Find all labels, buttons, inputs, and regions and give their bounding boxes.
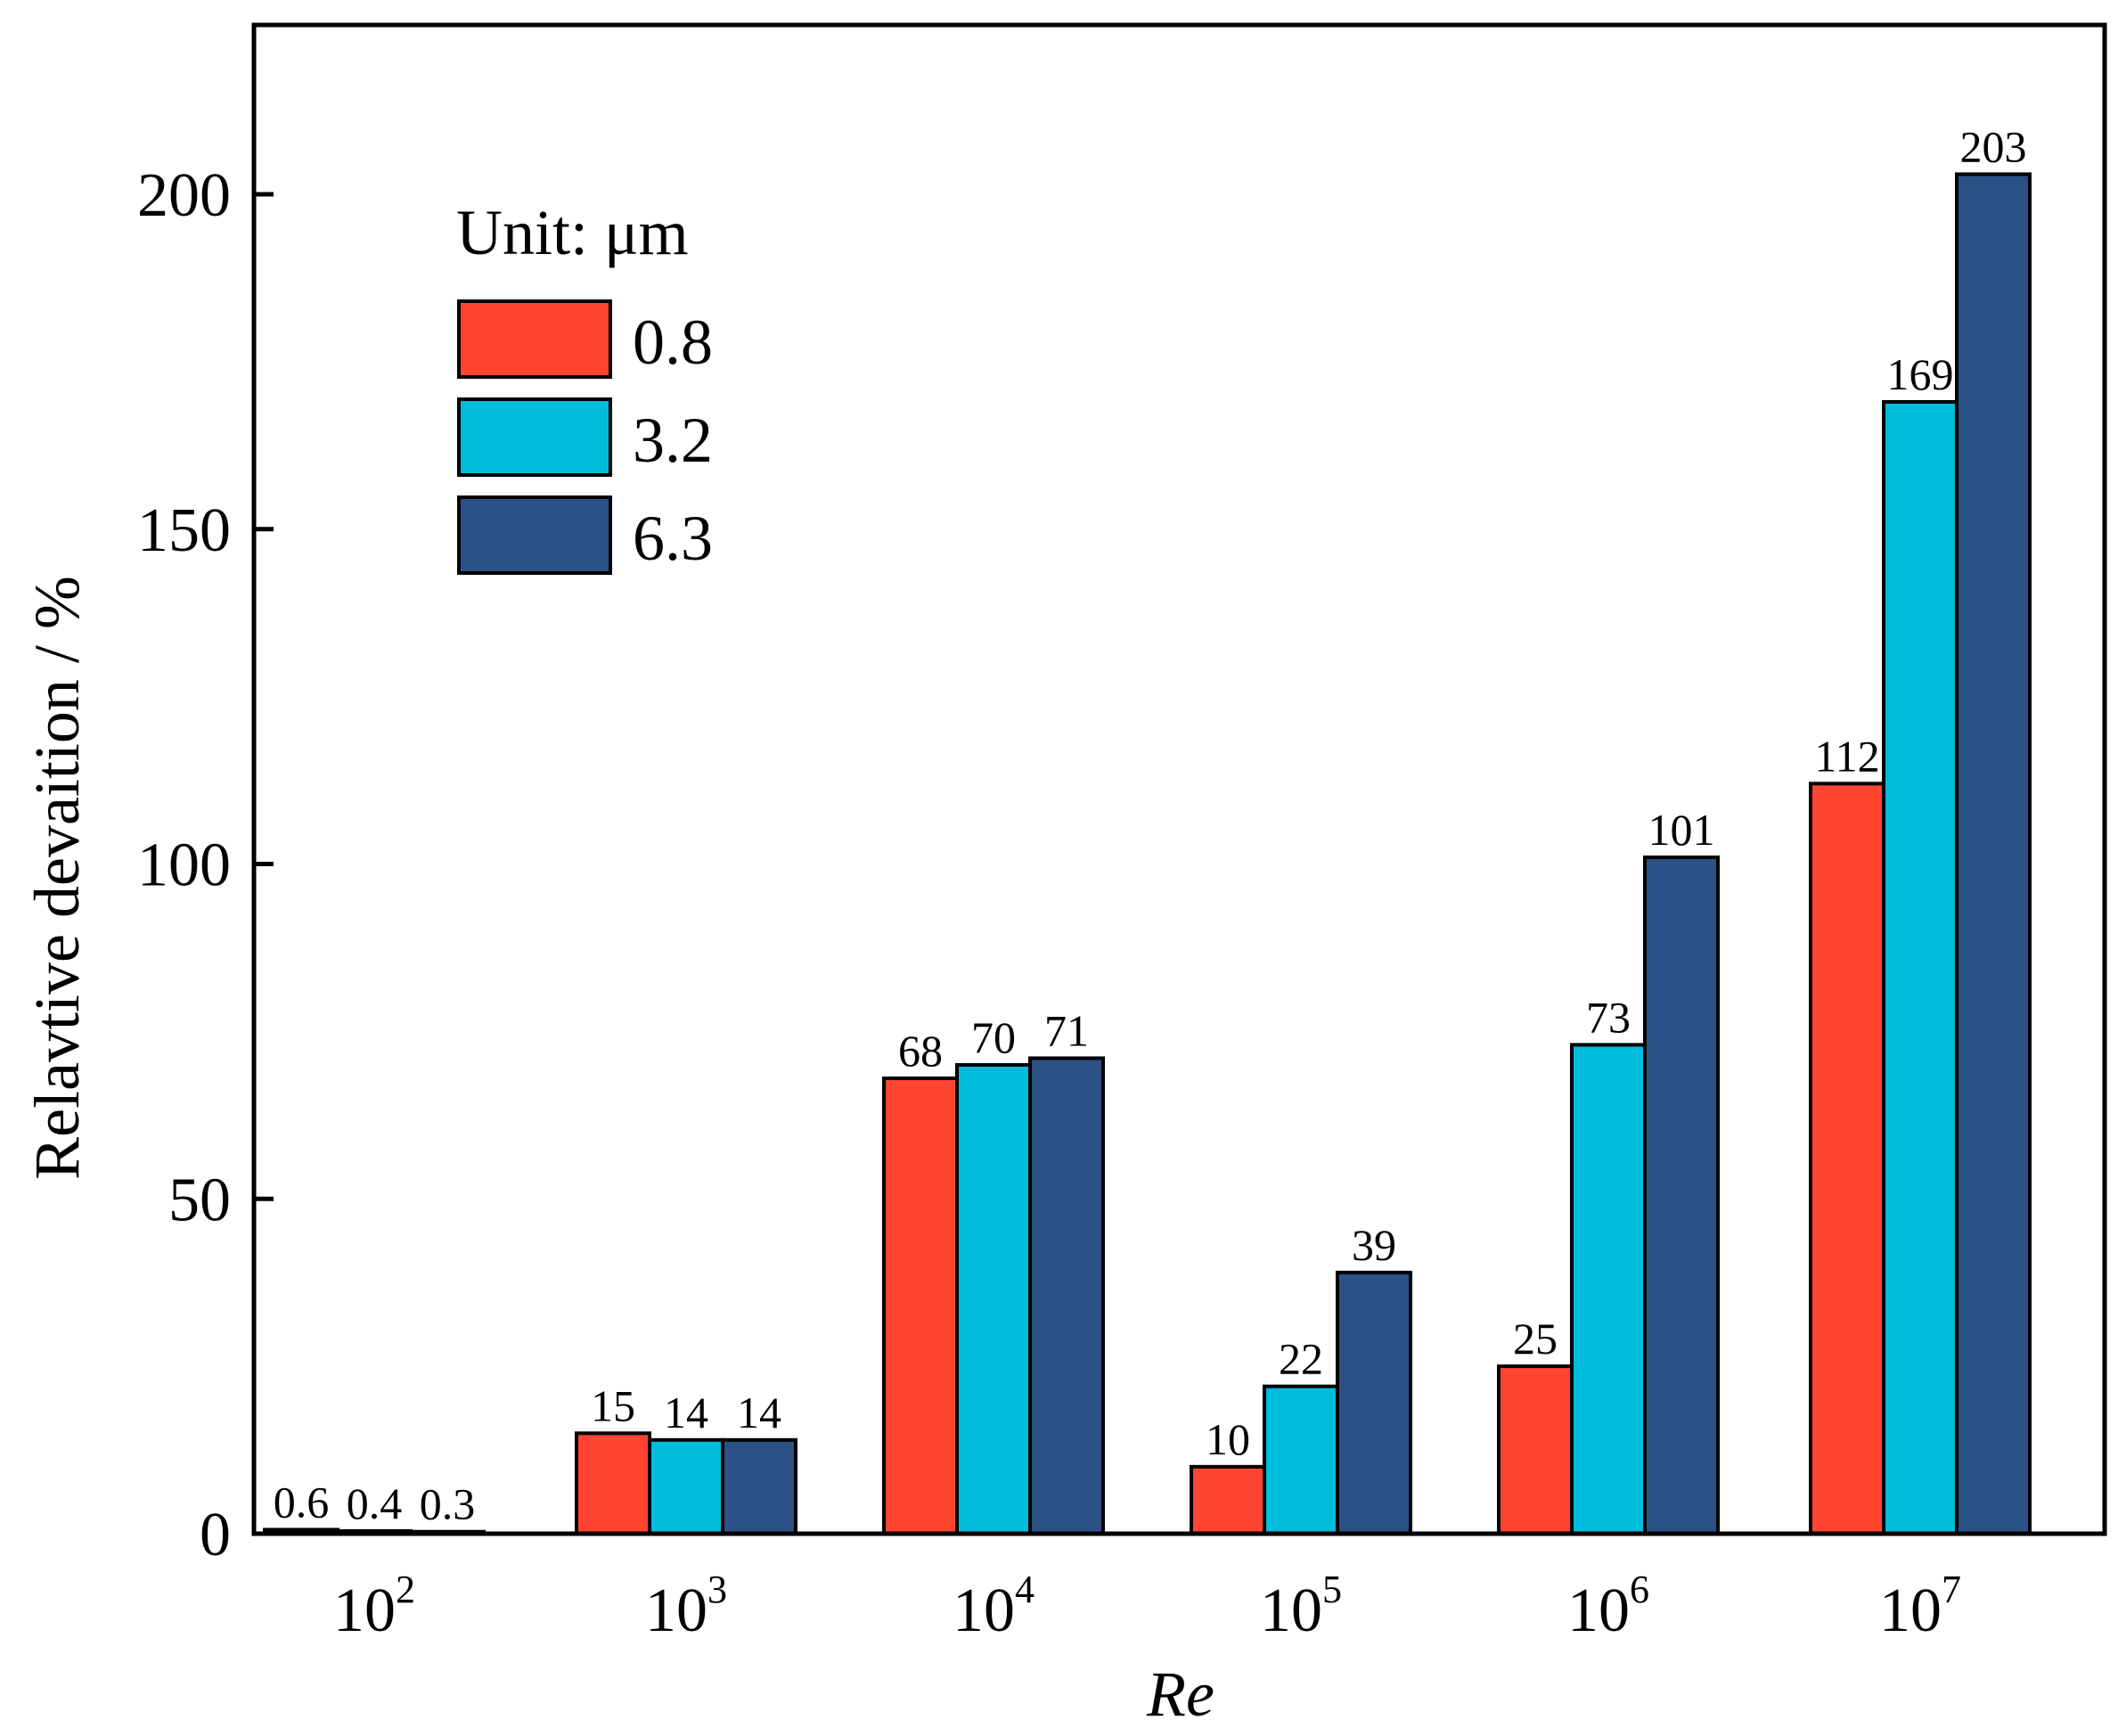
x-tick-base: 10 [645, 1576, 707, 1645]
value-label: 169 [1887, 349, 1954, 399]
bar-0_8-10e6 [1497, 1364, 1574, 1535]
bar-6_3-10e5 [1336, 1270, 1412, 1536]
value-label: 0.3 [420, 1479, 476, 1529]
value-label: 15 [591, 1380, 635, 1430]
bar-6_3-10e7 [1955, 172, 2032, 1536]
x-tick-base: 10 [1260, 1576, 1322, 1645]
legend-swatch [457, 299, 612, 379]
value-label: 70 [971, 1012, 1016, 1062]
x-tick-label: 102 [333, 1568, 415, 1645]
x-tick-exponent: 2 [396, 1568, 415, 1611]
y-axis: 0 50 100 150 200 [137, 161, 274, 1569]
bar-0_8-10e5 [1190, 1464, 1266, 1535]
legend-label: 0.8 [633, 307, 713, 378]
x-tick-base: 10 [1567, 1576, 1630, 1645]
value-label: 68 [898, 1026, 943, 1076]
bar-3_2-10e5 [1263, 1384, 1339, 1536]
bar-3_2-10e6 [1570, 1043, 1647, 1535]
x-tick-exponent: 7 [1942, 1568, 1961, 1611]
x-tick-exponent: 5 [1322, 1568, 1342, 1611]
x-tick-label: 107 [1879, 1568, 1961, 1645]
x-tick-label: 106 [1567, 1568, 1649, 1645]
bars-layer [263, 172, 2032, 1536]
value-label: 22 [1279, 1334, 1323, 1384]
plot-frame [251, 22, 2107, 1536]
bar-6_3-10e6 [1643, 855, 1720, 1535]
x-tick-exponent: 6 [1630, 1568, 1649, 1611]
y-tick-label: 150 [137, 496, 231, 565]
bar-3_2-10e7 [1882, 399, 1959, 1536]
value-label: 10 [1206, 1414, 1250, 1464]
legend-swatch [457, 495, 612, 575]
value-label: 112 [1814, 731, 1879, 781]
x-tick-base: 10 [953, 1576, 1015, 1645]
bar-0_8-10e7 [1809, 782, 1885, 1535]
value-label: 0.4 [347, 1478, 403, 1528]
bar-6_3-10e4 [1028, 1056, 1105, 1536]
y-tick-label: 200 [137, 161, 231, 230]
value-label: 14 [664, 1388, 708, 1437]
y-tick-label: 50 [168, 1166, 231, 1234]
legend-swatch [457, 397, 612, 477]
value-labels-layer: 0.6 15 68 10 25 112 0.4 14 70 22 73 169 0.3 14 71 39 101… [274, 121, 2027, 1528]
x-tick-base: 10 [1879, 1576, 1942, 1645]
x-tick-base: 10 [333, 1576, 396, 1645]
x-tick-label: 103 [645, 1568, 727, 1645]
y-axis-title: Relavtive devaition / % [21, 576, 93, 1180]
value-label: 25 [1513, 1314, 1558, 1363]
x-axis: 102 103 104 105 106 107 [333, 1568, 1961, 1645]
legend-label: 6.3 [633, 503, 713, 574]
legend-title: Unit: μm [456, 197, 689, 268]
value-label: 0.6 [274, 1477, 330, 1527]
y-tick-label: 0 [200, 1501, 231, 1569]
x-tick-exponent: 4 [1015, 1568, 1034, 1611]
value-label: 203 [1960, 121, 2027, 171]
value-label: 14 [737, 1388, 781, 1437]
bar-0_8-10e3 [575, 1431, 651, 1536]
bar-3_2-10e4 [955, 1062, 1032, 1535]
value-label: 101 [1648, 805, 1715, 855]
value-label: 73 [1586, 992, 1631, 1042]
x-axis-title: Re [1146, 1658, 1214, 1730]
bar-3_2-10e3 [648, 1437, 724, 1536]
x-tick-exponent: 3 [707, 1568, 727, 1611]
bar-6_3-10e3 [721, 1437, 797, 1536]
value-label: 39 [1352, 1220, 1396, 1270]
bar-0_8-10e4 [882, 1076, 959, 1535]
legend-label: 3.2 [633, 405, 713, 476]
y-tick-label: 100 [137, 831, 231, 900]
legend: Unit: μm 0.8 3.2 6.3 [456, 197, 713, 575]
value-label: 71 [1044, 1005, 1089, 1055]
x-tick-label: 105 [1260, 1568, 1342, 1645]
x-tick-label: 104 [953, 1568, 1034, 1645]
